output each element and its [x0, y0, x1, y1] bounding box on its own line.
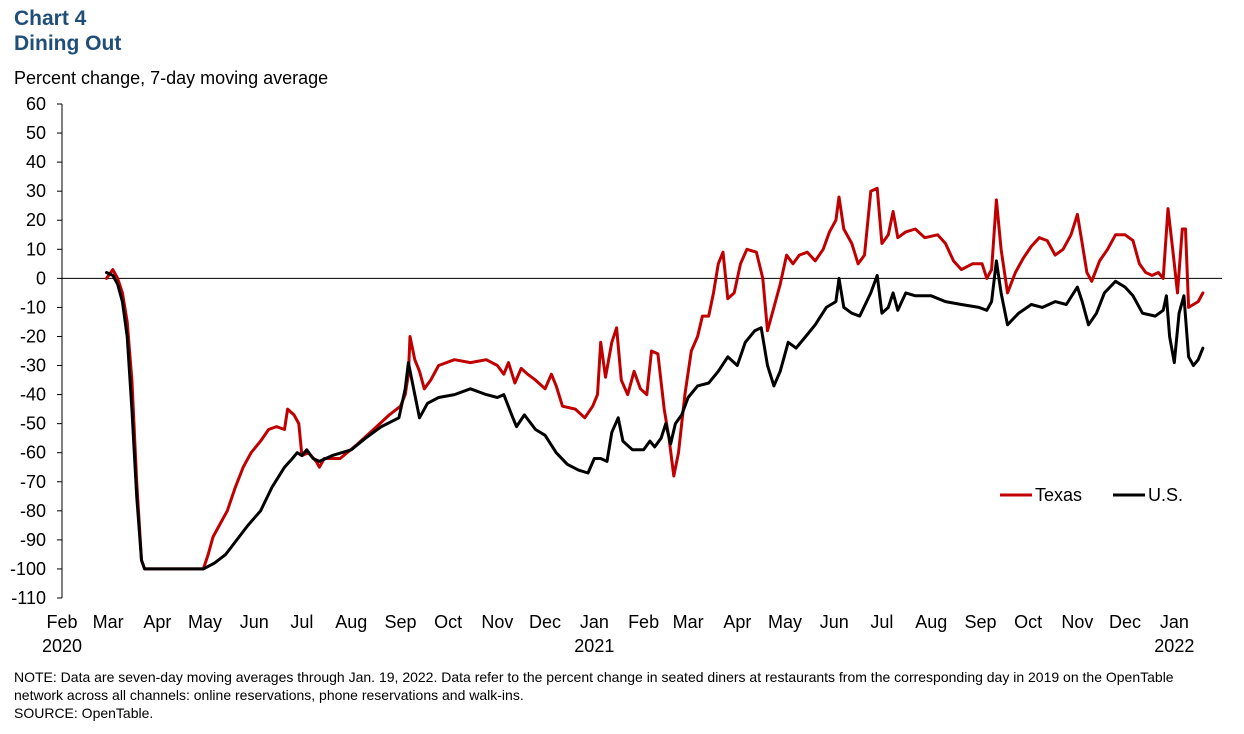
y-axis: 60 50 40 30 20 10 0 -10 -20 -30 -40 -50 -60 -70 -80 -90… — [10, 94, 63, 608]
y-tick-label: -60 — [20, 443, 46, 463]
note-text: NOTE: Data are seven-day moving averages… — [14, 669, 1174, 703]
x-tick-label: Feb — [628, 612, 659, 632]
x-year-label: 2020 — [42, 636, 82, 656]
y-tick-label: -100 — [10, 559, 46, 579]
y-tick-label: -80 — [20, 501, 46, 521]
y-tick-label: -40 — [20, 385, 46, 405]
legend-label-us: U.S. — [1148, 485, 1183, 505]
y-tick-label: -110 — [11, 588, 46, 608]
y-tick-label: -10 — [20, 297, 46, 317]
y-tick-label: 60 — [26, 94, 46, 114]
x-tick-label: Sep — [384, 612, 416, 632]
x-tick-label: Apr — [723, 612, 751, 632]
chart-notes: NOTE: Data are seven-day moving averages… — [14, 668, 1224, 722]
chart-title: Chart 4 Dining Out — [14, 6, 121, 56]
y-tick-label: 40 — [26, 152, 46, 172]
x-tick-label: Apr — [143, 612, 171, 632]
line-chart: 60 50 40 30 20 10 0 -10 -20 -30 -40 -50 -60 -70 -80 -90… — [10, 94, 1222, 656]
series-line-us — [105, 259, 1205, 571]
x-tick-label: Jun — [240, 612, 269, 632]
source-text: SOURCE: OpenTable. — [14, 705, 154, 721]
series-layer — [105, 186, 1205, 571]
x-axis: Feb Mar Apr May Jun Jul Aug Sep Oct Nov Dec Jan Feb M… — [42, 277, 1222, 656]
x-tick-label: Dec — [529, 612, 561, 632]
x-tick-label: Jan — [1160, 612, 1189, 632]
y-tick-label: 20 — [26, 210, 46, 230]
x-tick-label: Jun — [820, 612, 849, 632]
x-tick-label: Mar — [93, 612, 124, 632]
x-tick-label: Dec — [1109, 612, 1141, 632]
x-tick-label: Aug — [915, 612, 947, 632]
y-tick-label: -30 — [20, 356, 46, 376]
x-tick-label: Aug — [335, 612, 367, 632]
x-tick-label: Jul — [290, 612, 313, 632]
x-year-label: 2022 — [1154, 636, 1194, 656]
x-tick-label: Mar — [673, 612, 704, 632]
chart-title-line1: Chart 4 — [14, 7, 87, 30]
x-tick-label: May — [188, 612, 222, 632]
y-tick-label: 0 — [36, 268, 46, 288]
x-tick-label: Feb — [46, 612, 77, 632]
y-tick-label: 30 — [26, 181, 46, 201]
x-tick-label: Oct — [1014, 612, 1042, 632]
x-tick-label: Nov — [1061, 612, 1093, 632]
legend-label-texas: Texas — [1035, 485, 1082, 505]
series-line-texas — [105, 186, 1205, 571]
y-tick-label: -70 — [20, 472, 46, 492]
x-year-label: 2021 — [574, 636, 614, 656]
chart-title-line2: Dining Out — [14, 32, 122, 55]
y-tick-label: -20 — [20, 326, 46, 346]
y-tick-label: 10 — [26, 239, 46, 259]
x-tick-label: Oct — [434, 612, 462, 632]
x-tick-label: May — [768, 612, 802, 632]
y-tick-label: 50 — [26, 123, 46, 143]
x-tick-label: Jul — [870, 612, 893, 632]
chart-subtitle: Percent change, 7-day moving average — [14, 68, 329, 88]
legend: Texas U.S. — [1000, 485, 1183, 505]
x-tick-label: Sep — [964, 612, 996, 632]
y-tick-label: -90 — [20, 530, 46, 550]
x-tick-label: Jan — [580, 612, 609, 632]
x-tick-label: Nov — [481, 612, 513, 632]
y-tick-label: -50 — [20, 414, 46, 434]
